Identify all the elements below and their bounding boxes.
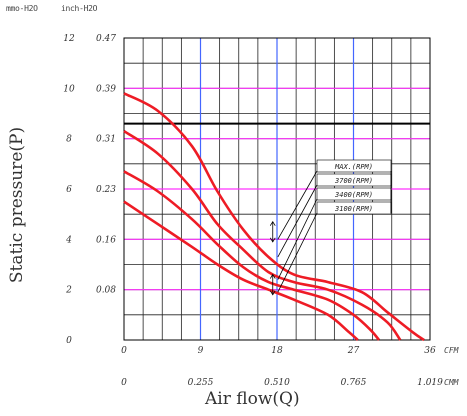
x-tick-label-secondary: 0.255 <box>188 378 214 388</box>
y-tick-label-secondary: 0.31 <box>96 135 116 145</box>
legend-label-box <box>316 159 392 173</box>
legend-leader-line <box>277 184 318 258</box>
y-tick-label: 2 <box>65 286 72 296</box>
x-tick-label: 9 <box>198 346 204 356</box>
x-tick-label-secondary: 1.019 <box>417 378 443 388</box>
fan-curve <box>123 200 359 341</box>
y-tick-label-secondary: 0.23 <box>96 185 116 195</box>
x-tick-label-secondary: 0.765 <box>341 378 367 388</box>
y-axis-title-box: Static pressure(P) <box>2 60 32 350</box>
legend-leader-line <box>277 198 318 280</box>
x-unit-cfm: CFM <box>444 346 460 355</box>
speed-arrow-head <box>269 273 276 279</box>
speed-arrow-head <box>269 290 276 296</box>
y-tick-label-secondary: 0.08 <box>96 286 116 296</box>
legend-leader-line <box>277 170 318 240</box>
x-tick-label: 0 <box>121 346 127 356</box>
speed-arrow-head <box>269 237 276 243</box>
x-tick-label: 18 <box>271 346 283 356</box>
unit-label-mmh2o: mmo-H2O <box>6 4 38 13</box>
x-tick-label: 27 <box>347 346 360 356</box>
unit-label-inchh2o: inch-H2O <box>61 4 98 13</box>
y-tick-label: 12 <box>63 34 75 44</box>
x-unit-cmm: CMM <box>444 378 460 387</box>
legend-label: 3700(RPM) <box>334 177 373 185</box>
legend-label: 3400(RPM) <box>334 191 373 199</box>
y-tick-label-secondary: 0.16 <box>96 235 116 245</box>
legend-label: MAX.(RPM) <box>334 163 373 171</box>
y-tick-label-secondary: 0.47 <box>96 34 116 44</box>
x-axis-title: Air flow(Q) <box>205 389 300 409</box>
x-tick-label-secondary: 0.510 <box>264 378 290 388</box>
speed-arrow-head <box>269 220 276 226</box>
fan-curve <box>123 170 381 341</box>
x-tick-label-secondary: 0 <box>121 378 127 388</box>
y-tick-label: 8 <box>66 135 72 145</box>
fan-curve <box>123 130 402 341</box>
y-tick-label: 6 <box>66 185 72 195</box>
legend-label: 3100(RPM) <box>334 205 373 213</box>
plot-frame <box>123 37 431 341</box>
y-tick-label: 0 <box>66 336 72 346</box>
y-tick-label: 10 <box>63 84 75 94</box>
y-tick-label: 4 <box>65 235 72 245</box>
legend-leader-line <box>277 212 318 293</box>
fan-curve <box>123 92 425 342</box>
x-tick-label: 36 <box>424 346 436 356</box>
y-tick-label-secondary: 0.39 <box>96 84 116 94</box>
y-axis-title: Static pressure(P) <box>7 126 27 284</box>
